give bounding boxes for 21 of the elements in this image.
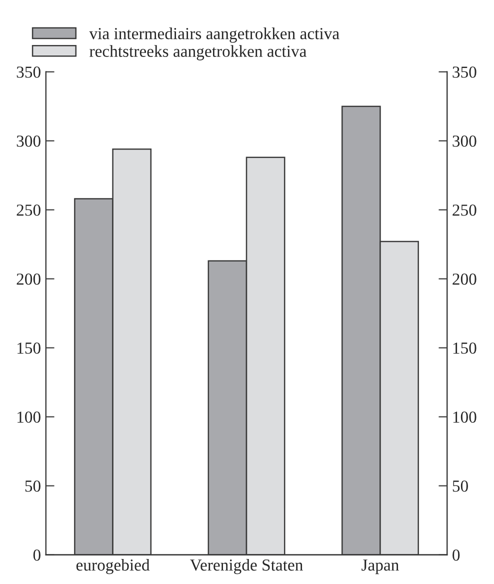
y-tick-label: 0 [33,550,40,561]
y2-tick-label: 100 [453,412,476,423]
y2-tick-label: 150 [453,342,476,354]
y2-tick-label: 350 [452,66,476,78]
y-tick-label: 200 [16,274,40,285]
y2-tick-label: 250 [452,204,476,216]
legend-label: rechtstreeks aangetrokken activa [90,45,306,60]
y-tick-label: 250 [16,204,40,216]
legend-label: via intermediairs aangetrokken activa [89,28,340,43]
x-tick-label: Japan [362,560,399,574]
y-tick-label: 300 [16,136,40,147]
y2-tick-label: 300 [452,136,476,147]
y2-tick-label: 0 [452,550,460,561]
y-tick-label: 50 [25,480,40,492]
x-tick-label: eurogebied [76,558,150,574]
y2-tick-label: 50 [452,480,468,492]
y-tick-label: 150 [18,342,40,354]
y2-tick-label: 200 [452,274,476,285]
y-tick-label: 350 [16,66,40,78]
y-tick-label: 100 [18,412,40,423]
x-tick-label: Verenigde Staten [190,558,303,574]
